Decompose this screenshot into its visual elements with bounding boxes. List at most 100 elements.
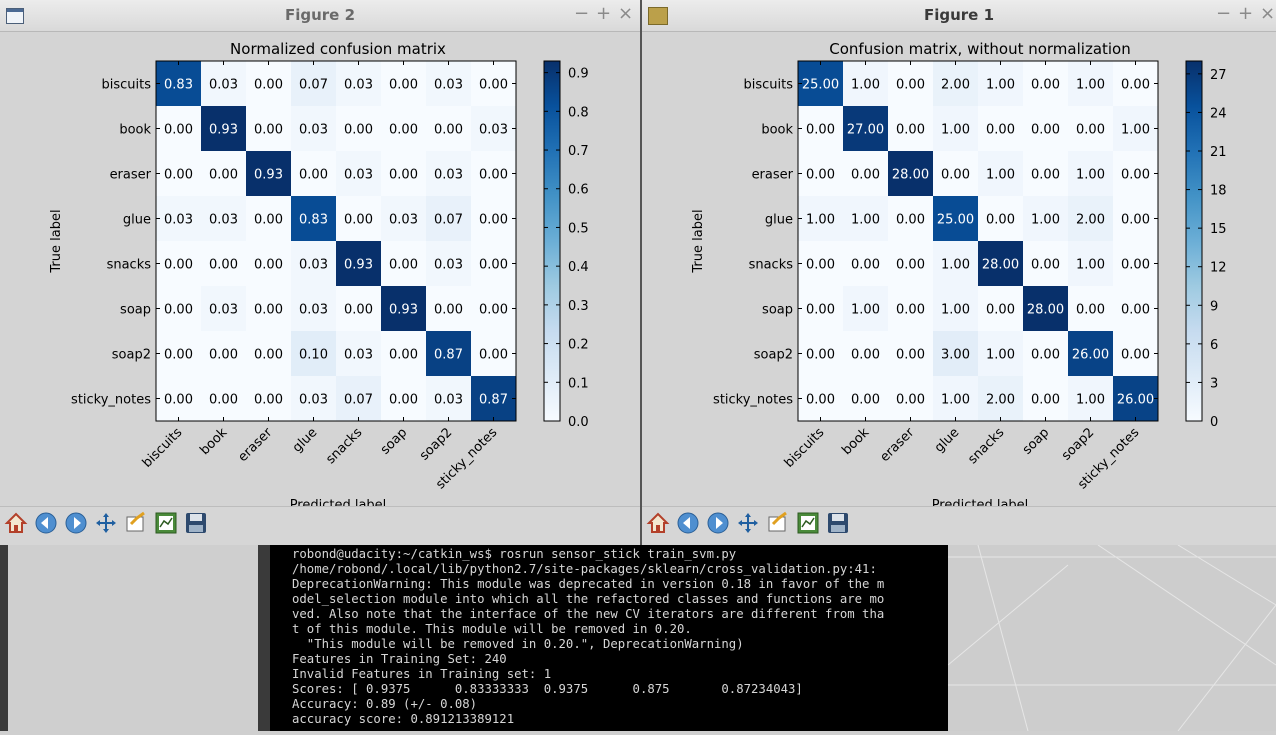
forward-button[interactable]: [63, 512, 89, 538]
cell-value-label: 0.87: [479, 393, 508, 408]
maximize-button[interactable]: +: [596, 3, 612, 24]
cell-value-label: 0.00: [1031, 348, 1060, 363]
pan-button[interactable]: [93, 512, 119, 538]
matrix-cell: [201, 151, 247, 197]
matrix-cell: [1113, 376, 1159, 422]
terminal-window[interactable]: robond@udacity:~/catkin_ws$ rosrun senso…: [270, 545, 1218, 731]
cell-value-label: 0.00: [896, 303, 925, 318]
titlebar[interactable]: Figure 2 − + ×: [0, 0, 640, 32]
y-tick-label: soap: [120, 303, 151, 318]
matrix-cell: [426, 61, 472, 107]
chart-title: Normalized confusion matrix: [230, 40, 446, 58]
matrix-cell: [888, 151, 934, 197]
y-tick-label: soap2: [754, 348, 793, 363]
back-button[interactable]: [33, 512, 59, 538]
cell-value-label: 2.00: [1076, 213, 1105, 228]
colorbar-tick-label: 27: [1210, 68, 1227, 83]
zoom-button[interactable]: [123, 511, 149, 538]
save-button[interactable]: [825, 512, 851, 538]
matrix-cell: [336, 331, 382, 377]
matrix-cell: [933, 106, 979, 152]
pan-button[interactable]: [735, 512, 761, 538]
forward-button[interactable]: [705, 512, 731, 538]
matrix-cell: [798, 376, 844, 422]
minimize-button[interactable]: −: [1216, 3, 1232, 24]
cell-value-label: 0.93: [209, 123, 238, 138]
colorbar-tick-label: 0.8: [568, 105, 589, 120]
subplots-button[interactable]: [153, 512, 179, 538]
back-button[interactable]: [675, 512, 701, 538]
matrix-cell: [246, 331, 292, 377]
home-button[interactable]: [645, 512, 671, 538]
cell-value-label: 1.00: [1076, 393, 1105, 408]
x-tick-label: soap: [378, 425, 410, 457]
matrix-cell: [201, 286, 247, 332]
cell-value-label: 0.00: [389, 393, 418, 408]
cell-value-label: 1.00: [851, 78, 880, 93]
cell-value-label: 0.07: [299, 78, 328, 93]
maximize-button[interactable]: +: [1238, 3, 1254, 24]
zoom-button[interactable]: [765, 511, 791, 538]
matrix-cell: [426, 151, 472, 197]
cell-value-label: 1.00: [941, 303, 970, 318]
matrix-cell: [1023, 151, 1069, 197]
cell-value-label: 3.00: [941, 348, 970, 363]
close-button[interactable]: ×: [1260, 3, 1276, 24]
cell-value-label: 0.00: [434, 123, 463, 138]
x-tick-label: soap2: [417, 425, 455, 463]
y-tick-label: book: [761, 123, 793, 138]
cell-value-label: 0.00: [344, 303, 373, 318]
titlebar[interactable]: Figure 1 − + ×: [642, 0, 1276, 32]
cell-value-label: 0.00: [164, 123, 193, 138]
cell-value-label: 0.00: [479, 213, 508, 228]
save-button[interactable]: [183, 512, 209, 538]
minimize-button[interactable]: −: [574, 3, 590, 24]
matrix-cell: [978, 376, 1024, 422]
colorbar-tick-label: 0.0: [568, 415, 589, 430]
window-icon[interactable]: [6, 8, 24, 24]
matrix-cell: [1068, 286, 1114, 332]
subplots-button[interactable]: [795, 512, 821, 538]
forward-icon: [706, 511, 730, 539]
y-tick-label: glue: [123, 213, 151, 228]
cell-value-label: 0.00: [434, 303, 463, 318]
cell-value-label: 1.00: [1031, 213, 1060, 228]
matrix-cell: [381, 376, 427, 422]
matrix-cell: [426, 241, 472, 287]
matrix-cell: [426, 106, 472, 152]
cell-value-label: 0.00: [299, 168, 328, 183]
cell-value-label: 1.00: [941, 258, 970, 273]
home-button[interactable]: [3, 512, 29, 538]
colorbar-tick-label: 21: [1210, 145, 1227, 160]
x-tick-label: snacks: [323, 425, 365, 467]
close-button[interactable]: ×: [618, 3, 634, 24]
cell-value-label: 0.03: [434, 168, 463, 183]
home-icon: [4, 511, 28, 539]
plot-canvas[interactable]: Normalized confusion matrix 0.83 0.03 0.00 0…: [0, 32, 640, 507]
window-icon[interactable]: [648, 7, 668, 25]
matrix-cell: [888, 376, 934, 422]
terminal-output[interactable]: robond@udacity:~/catkin_ws$ rosrun senso…: [292, 547, 885, 726]
x-tick-label: book: [197, 425, 230, 458]
cell-value-label: 1.00: [851, 213, 880, 228]
colorbar-tick-label: 18: [1210, 184, 1227, 199]
matrix-cell: [246, 196, 292, 242]
y-tick-label: snacks: [749, 258, 794, 273]
matrix-cell: [201, 331, 247, 377]
matrix-cell: [336, 376, 382, 422]
cell-value-label: 0.00: [806, 168, 835, 183]
matrix-cell: [978, 286, 1024, 332]
matrix-cell: [336, 61, 382, 107]
matrix-cell: [1068, 106, 1114, 152]
matrix-cell: [978, 151, 1024, 197]
colorbar-tick-label: 0.6: [568, 183, 589, 198]
matrix-cell: [336, 286, 382, 332]
y-axis-label: True label: [691, 209, 706, 273]
matrix-cell: [471, 196, 517, 242]
matrix-cell: [888, 196, 934, 242]
scene-viewport[interactable]: [947, 544, 1276, 732]
matrix-cell: [336, 151, 382, 197]
cell-value-label: 0.00: [1031, 78, 1060, 93]
matrix-cell: [843, 376, 889, 422]
plot-canvas[interactable]: Confusion matrix, without normalization 2…: [642, 32, 1276, 507]
